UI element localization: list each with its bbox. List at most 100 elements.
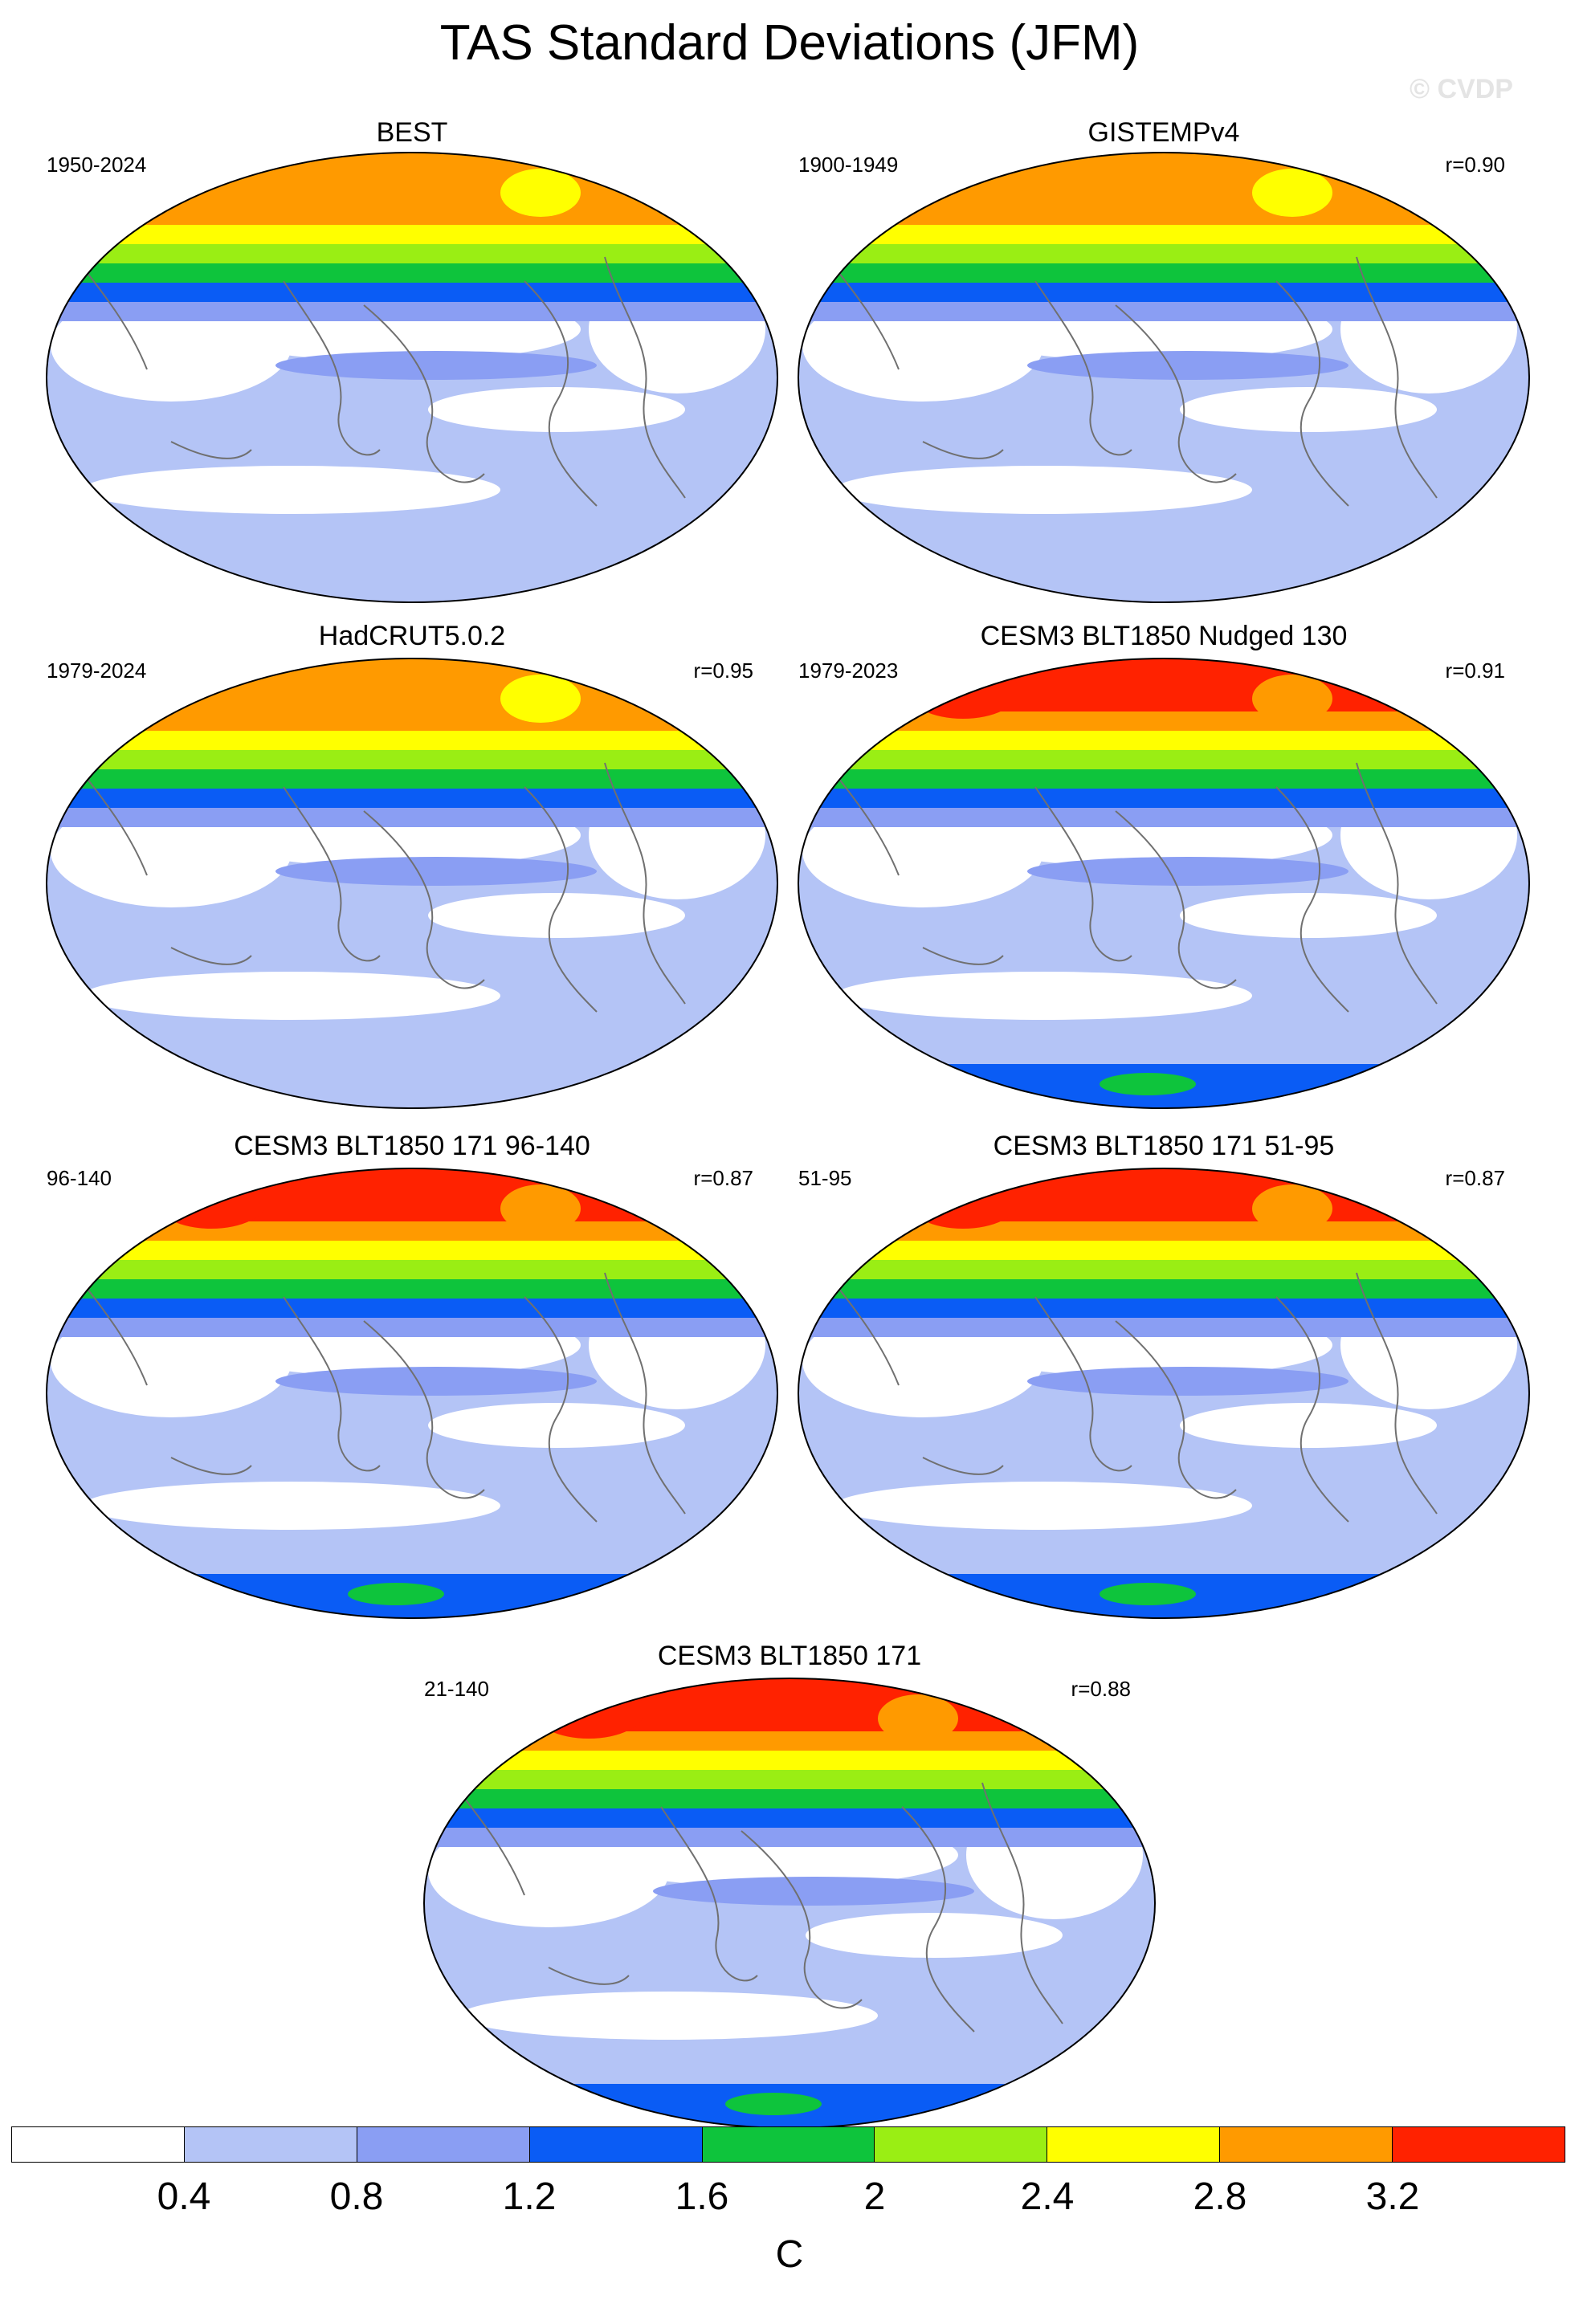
map-4: [46, 1168, 778, 1619]
map-outline: [798, 658, 1530, 1109]
northern-band-level-7: [798, 153, 1529, 225]
map-outline: [798, 152, 1530, 603]
colorbar-tick: 2.8: [1193, 2175, 1247, 2218]
colorbar-level-2: [357, 2127, 530, 2162]
map-0: [46, 152, 778, 603]
low-variance-patch: [834, 1482, 1252, 1530]
panel-period: 1950-2024: [47, 153, 147, 177]
high-variance-blob: [155, 157, 267, 213]
map-outline: [46, 658, 778, 1109]
low-variance-patch: [428, 1403, 685, 1448]
panel-title: BEST: [376, 117, 448, 148]
colorbar-level-8: [1393, 2127, 1565, 2162]
high-variance-blob: [907, 663, 1019, 719]
low-variance-patch: [1180, 893, 1437, 938]
panel-period: 1979-2024: [47, 658, 147, 683]
low-variance-patch: [834, 466, 1252, 514]
colorbar-units: C: [775, 2233, 804, 2276]
low-variance-patch: [834, 972, 1252, 1020]
low-variance-patch: [460, 1992, 878, 2040]
map-2: [46, 658, 778, 1109]
panel-period: 21-140: [424, 1677, 489, 1701]
colorbar: [11, 2126, 1565, 2163]
coastline: [1356, 1272, 1438, 1515]
coastline: [524, 280, 598, 507]
southern-band: [47, 558, 777, 602]
coastline: [922, 1457, 1004, 1475]
coastline: [1356, 762, 1438, 1005]
high-variance-blob: [907, 157, 1019, 213]
northern-band-level-7: [47, 658, 777, 731]
high-variance-blob: [155, 1172, 267, 1229]
northern-band-level-8: [424, 1678, 1155, 1731]
panel-period: 51-95: [798, 1166, 852, 1190]
low-variance-patch: [428, 893, 685, 938]
panel-title: CESM3 BLT1850 171 96-140: [234, 1131, 590, 1161]
colorbar-tick: 0.4: [157, 2175, 211, 2218]
coastline: [981, 1782, 1063, 2024]
coastline: [1034, 280, 1132, 456]
moderate-variance-band: [275, 1367, 597, 1396]
colorbar-tick: 2: [863, 2175, 886, 2218]
coastline: [170, 947, 252, 965]
watermark: © CVDP: [1410, 74, 1513, 104]
colorbar-tick: 0.8: [329, 2175, 384, 2218]
coastline: [922, 947, 1004, 965]
high-variance-blob: [500, 1184, 581, 1233]
moderate-variance-band: [275, 351, 597, 380]
moderate-variance-band: [275, 857, 597, 886]
high-variance-blob: [1252, 1184, 1332, 1233]
colorbar-level-3: [529, 2127, 703, 2162]
high-variance-blob: [532, 1682, 645, 1739]
low-variance-patch: [1180, 387, 1437, 432]
colorbar-tick: 1.2: [502, 2175, 557, 2218]
panel-title: HadCRUT5.0.2: [318, 621, 506, 651]
panel-correlation: r=0.88: [1071, 1677, 1131, 1701]
antarctic-blob: [725, 2093, 822, 2115]
figure-title: TAS Standard Deviations (JFM): [439, 15, 1140, 71]
colorbar-tick: 1.6: [675, 2175, 729, 2218]
colorbar-level-4: [702, 2127, 875, 2162]
map-outline: [798, 1168, 1530, 1619]
moderate-variance-band: [1027, 857, 1348, 886]
panel-period: 1900-1949: [798, 153, 899, 177]
coastline: [283, 1296, 381, 1472]
coastline: [363, 810, 485, 989]
high-variance-blob: [1252, 675, 1332, 723]
panel-title: CESM3 BLT1850 171 51-95: [993, 1131, 1335, 1161]
coastline: [1034, 786, 1132, 962]
high-variance-blob: [500, 169, 581, 217]
coastline: [170, 441, 252, 459]
panel-correlation: r=0.87: [693, 1166, 753, 1190]
colorbar-tick: 2.4: [1020, 2175, 1075, 2218]
panel-correlation: r=0.90: [1445, 153, 1505, 177]
coastline: [524, 1296, 598, 1523]
coastline: [604, 256, 686, 499]
colorbar-level-6: [1047, 2127, 1221, 2162]
coastline: [1034, 1296, 1132, 1472]
southern-band: [798, 558, 1529, 602]
coastline: [1115, 1320, 1237, 1499]
moderate-variance-band: [1027, 1367, 1348, 1396]
colorbar-level-1: [184, 2127, 357, 2162]
coastline: [660, 1806, 758, 1982]
map-outline: [46, 152, 778, 603]
coastline: [604, 762, 686, 1005]
panel-title: CESM3 BLT1850 171: [657, 1641, 922, 1671]
southern-band: [47, 1064, 777, 1108]
high-variance-blob: [1252, 169, 1332, 217]
coastline: [1275, 280, 1349, 507]
panel-correlation: r=0.95: [693, 658, 753, 683]
map-outline: [46, 1168, 778, 1619]
panel-title: GISTEMPv4: [1087, 117, 1240, 148]
antarctic-blob: [1100, 1073, 1196, 1095]
low-variance-patch: [1180, 1403, 1437, 1448]
coastline: [922, 441, 1004, 459]
colorbar-level-7: [1220, 2127, 1393, 2162]
coastline: [1356, 256, 1438, 499]
panel-period: 1979-2023: [798, 658, 899, 683]
low-variance-patch: [806, 1913, 1063, 1958]
high-variance-blob: [155, 663, 267, 719]
colorbar-tick: 3.2: [1365, 2175, 1420, 2218]
panel-period: 96-140: [47, 1166, 112, 1190]
